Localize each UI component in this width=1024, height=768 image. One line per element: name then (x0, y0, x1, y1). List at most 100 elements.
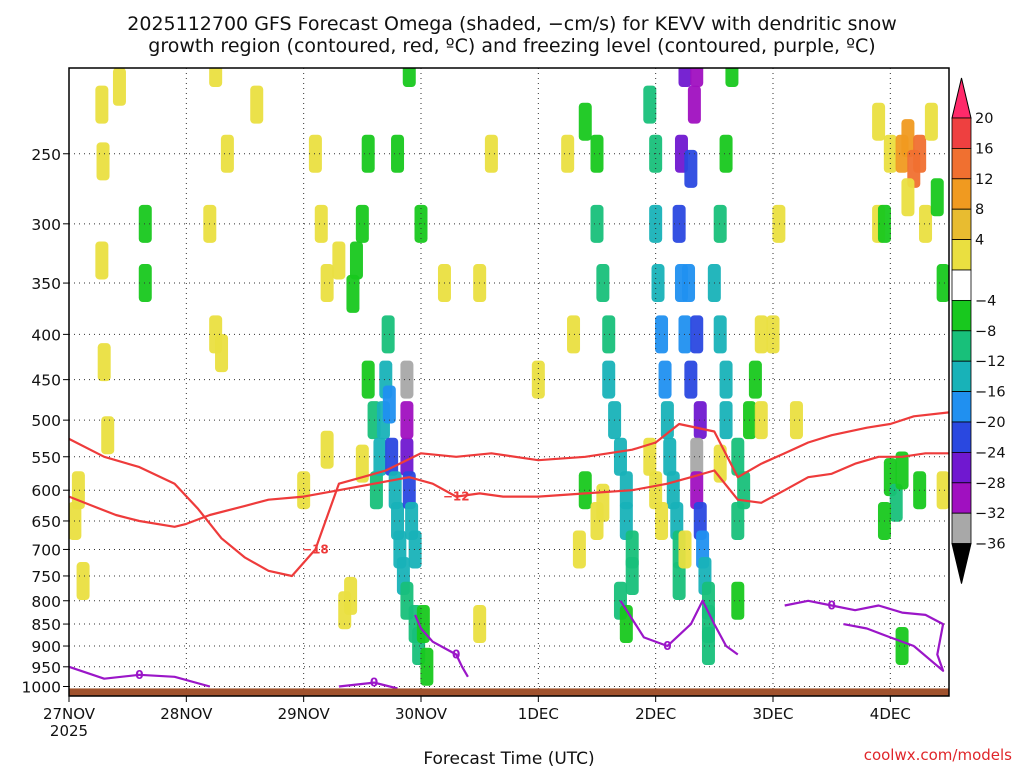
colorbar-segment (951, 208, 972, 240)
omega-cell (625, 556, 639, 595)
omega-shading-layer (69, 68, 949, 686)
freezing-level-contour (69, 665, 211, 688)
y-tick-label: 950 (31, 659, 61, 677)
omega-cell (355, 204, 369, 243)
omega-cell (361, 134, 375, 173)
y-tick-label: 1000 (22, 679, 61, 697)
colorbar-segment (951, 239, 972, 271)
plot-frame (68, 67, 950, 697)
omega-cell (381, 315, 395, 354)
omega-cell (297, 471, 311, 510)
y-axis: 250 300 350 400 450 500 550 600 650 700 750 800 850 9… (22, 146, 69, 697)
y-tick-label: 600 (31, 482, 61, 500)
omega-cell (655, 315, 669, 354)
omega-cell (71, 471, 85, 510)
freezing-level-contour (414, 614, 469, 678)
omega-cell (936, 471, 949, 510)
omega-cell (101, 416, 115, 455)
omega-cell (682, 264, 696, 303)
omega-cell (567, 315, 581, 354)
omega-cell (590, 134, 604, 173)
omega-cell (678, 68, 692, 87)
surface-band (69, 688, 949, 696)
omega-cell (658, 360, 672, 399)
omega-cell (209, 68, 223, 87)
omega-cell (220, 134, 234, 173)
omega-cell (346, 274, 360, 313)
omega-cell (578, 471, 592, 510)
y-tick-label: 900 (31, 638, 61, 656)
colorbar-segment (951, 178, 972, 210)
omega-cell (391, 134, 405, 173)
contour-layer: −18 −12 0 0 0 0 0 (69, 411, 949, 690)
omega-cell (402, 68, 416, 87)
colorbar-label: 8 (975, 202, 984, 218)
omega-cell (420, 647, 434, 686)
omega-cell (355, 444, 369, 483)
omega-cell (919, 204, 933, 243)
omega-cell (400, 437, 414, 476)
omega-cell (672, 562, 686, 601)
omega-cell (112, 68, 126, 106)
omega-cell (95, 241, 109, 280)
omega-cell (690, 68, 704, 87)
y-tick-label: 800 (31, 593, 61, 611)
y-tick-label: 400 (31, 326, 61, 344)
x-year-label: 2025 (50, 722, 88, 740)
x-tick-label: 28NOV (160, 705, 213, 723)
omega-cell (719, 134, 733, 173)
omega-cell (76, 562, 90, 601)
omega-cell (655, 501, 669, 540)
omega-cell (684, 360, 698, 399)
colorbar-top-arrow (951, 77, 972, 119)
colorbar-segment (951, 451, 972, 484)
omega-cell (613, 437, 627, 476)
colorbar-segment (951, 360, 972, 393)
omega-cell (690, 315, 704, 354)
omega-cell (369, 471, 383, 510)
y-tick-label: 450 (31, 372, 61, 390)
x-tick-label: 3DEC (752, 705, 793, 723)
dgz-contour (69, 411, 949, 578)
plot-area: −18 −12 0 0 0 0 0 (68, 67, 950, 697)
omega-cell (332, 241, 346, 280)
omega-cell (772, 204, 786, 243)
omega-cell (97, 343, 111, 382)
x-tick-label: 1DEC (518, 705, 559, 723)
omega-cell (889, 483, 903, 522)
omega-cell (719, 401, 733, 440)
omega-cell (400, 401, 414, 440)
omega-cell (713, 204, 727, 243)
omega-cell (748, 360, 762, 399)
colorbar-label: −16 (975, 385, 1006, 401)
freezing-level-contour-label: 0 (135, 668, 143, 682)
omega-cell (138, 204, 152, 243)
colorbar-segment (951, 269, 972, 301)
colorbar-label: 4 (975, 233, 984, 249)
omega-cell (531, 360, 545, 399)
colorbar-label: −8 (975, 324, 996, 340)
freezing-level-contour-label: 0 (663, 639, 671, 653)
y-tick-label: 850 (31, 616, 61, 634)
y-tick-label: 500 (31, 412, 61, 430)
colorbar: 20 16 12 8 4 −4 −8 −12 −16 −20 −24 −28 −32 −36 (951, 77, 1006, 584)
omega-cell (731, 581, 745, 620)
omega-cell (731, 437, 745, 476)
omega-cell (361, 360, 375, 399)
x-axis: 27NOV 28NOV 29NOV 30NOV 1DEC 2DEC 3DEC 4DEC 2025 (43, 696, 911, 740)
omega-cell (651, 264, 665, 303)
omega-cell (701, 627, 715, 666)
colorbar-label: −12 (975, 354, 1006, 370)
colorbar-segment (951, 117, 972, 149)
colorbar-label: 16 (975, 141, 993, 157)
freezing-level-contour (619, 599, 739, 656)
omega-cell (643, 85, 657, 124)
x-tick-label: 4DEC (870, 705, 911, 723)
omega-cell (872, 102, 886, 141)
freezing-level-contour-label: 0 (827, 599, 835, 613)
freezing-level-contour (338, 681, 398, 690)
omega-cell (602, 360, 616, 399)
omega-cell (484, 134, 498, 173)
omega-cell (320, 264, 334, 303)
